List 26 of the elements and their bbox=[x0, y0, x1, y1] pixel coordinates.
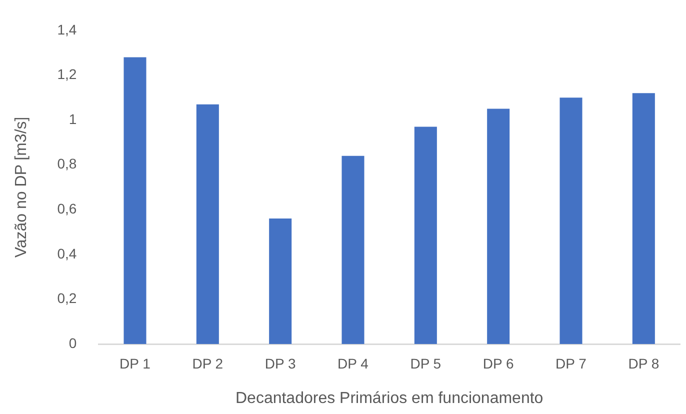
x-tick-label: DP 5 bbox=[410, 355, 442, 372]
x-tick-label: DP 4 bbox=[338, 355, 369, 372]
y-tick-label: 1,4 bbox=[57, 21, 77, 38]
bar bbox=[342, 156, 364, 344]
bar bbox=[124, 57, 146, 344]
x-tick-label: DP 7 bbox=[556, 355, 587, 372]
x-tick-label: DP 1 bbox=[120, 355, 151, 372]
bar bbox=[632, 93, 655, 344]
bar bbox=[196, 104, 219, 344]
bar bbox=[560, 98, 582, 344]
x-tick-label: DP 3 bbox=[264, 355, 296, 372]
y-tick-label: 1 bbox=[68, 110, 77, 127]
y-tick-label: 0,6 bbox=[57, 200, 77, 216]
y-tick-label: 0,2 bbox=[57, 290, 77, 306]
x-tick-label: DP 6 bbox=[482, 355, 514, 372]
y-tick-label: 0,8 bbox=[57, 156, 77, 172]
x-tick-label: DP 8 bbox=[628, 355, 660, 372]
x-axis-title: Decantadores Primários em funcionamento bbox=[235, 390, 544, 407]
bar bbox=[269, 218, 292, 344]
y-axis-title: Vazão no DP [m3/s] bbox=[13, 116, 30, 258]
y-tick-label: 0 bbox=[68, 334, 77, 351]
y-tick-label: 1,2 bbox=[57, 66, 77, 82]
bar bbox=[487, 108, 510, 344]
y-tick-label: 0,4 bbox=[57, 245, 77, 262]
bar bbox=[414, 126, 437, 344]
x-tick-label: DP 2 bbox=[192, 355, 224, 372]
